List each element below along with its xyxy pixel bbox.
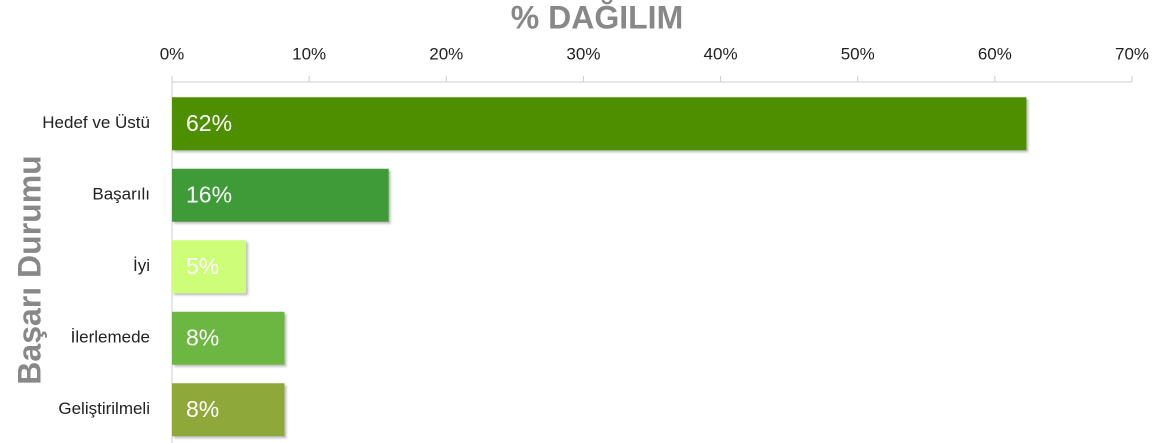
bar <box>172 383 285 437</box>
y-tick-label: İlerlemede <box>71 328 150 347</box>
x-tick-label: 30% <box>566 44 600 63</box>
bar <box>172 97 1027 151</box>
bar <box>172 168 389 222</box>
y-tick-label: Hedef ve Üstü <box>42 113 150 132</box>
y-tick-label: İyi <box>133 256 150 275</box>
value-label: 8% <box>186 396 219 422</box>
bar <box>172 311 285 365</box>
y-axis-label: Başarı Durumu <box>11 155 47 384</box>
value-label: 16% <box>186 181 232 207</box>
x-tick-label: 10% <box>292 44 326 63</box>
y-tick-label: Geliştirilmeli <box>58 399 150 418</box>
x-tick-label: 60% <box>978 44 1012 63</box>
bar <box>172 240 247 294</box>
x-tick-label: 70% <box>1115 44 1149 63</box>
x-tick-label: 0% <box>160 44 185 63</box>
y-tick-label: Başarılı <box>92 185 150 204</box>
value-label: 8% <box>186 324 219 350</box>
value-label: 62% <box>186 110 232 136</box>
x-tick-label: 20% <box>429 44 463 63</box>
x-tick-label: 40% <box>704 44 738 63</box>
value-label: 5% <box>186 253 219 279</box>
chart-title: % DAĞILIM <box>511 0 683 35</box>
x-tick-label: 50% <box>841 44 875 63</box>
